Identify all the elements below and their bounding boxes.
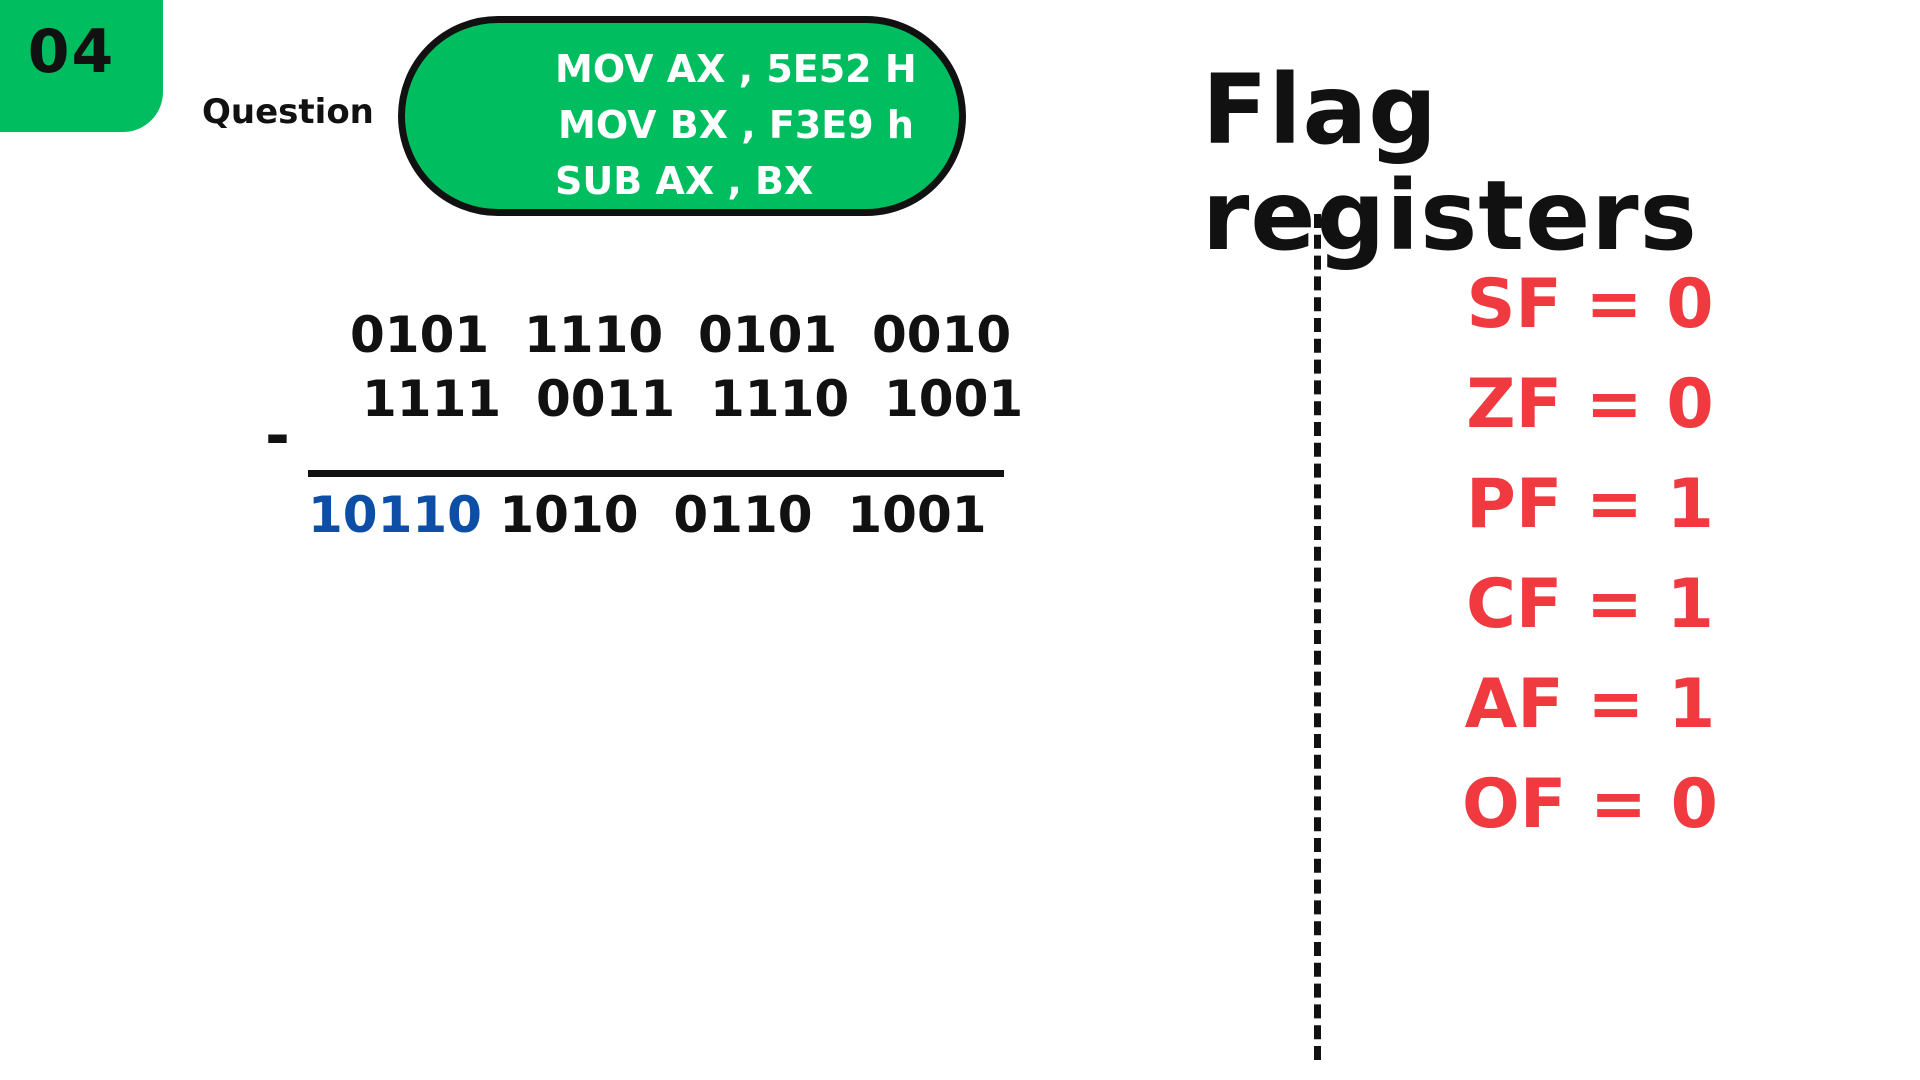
flag-list: SF = 0 ZF = 0 PF = 1 CF = 1 AF = 1 OF = … [1440,255,1740,855]
instruction-line-1: MOV AX , 5E52 H [555,47,917,91]
dashed-divider [1314,214,1321,1060]
instruction-pill: MOV AX , 5E52 H MOV BX , F3E9 h SUB AX ,… [398,16,966,216]
flag-cf: CF = 1 [1466,565,1714,644]
result-nibble: 1010 [499,486,639,544]
flag-registers-title: Flag registers [1202,54,1698,272]
subtrahend-nibble: 1111 [362,370,502,428]
flag-of: OF = 0 [1462,765,1718,844]
flag-zf: ZF = 0 [1466,365,1714,444]
flag-af: AF = 1 [1464,665,1716,744]
question-number-badge: 04 [0,0,163,132]
result-rule-line [308,470,1004,477]
subtrahend-row: 1111 0011 1110 1001 [362,374,1023,424]
question-label: Question [202,92,374,132]
result-row: 10110 1010 0110 1001 [308,490,987,540]
subtrahend-nibble: 1001 [884,370,1024,428]
result-nibble: 0110 [673,486,813,544]
subtrahend-nibble: 0011 [536,370,676,428]
flag-sf: SF = 0 [1466,265,1714,344]
instruction-line-2: MOV BX , F3E9 h [558,103,914,147]
minuend-nibble: 0101 [350,306,490,364]
minuend-nibble: 0010 [872,306,1012,364]
subtrahend-nibble: 1110 [710,370,850,428]
minus-operator: - [265,401,290,471]
result-nibble: 1001 [847,486,987,544]
question-number: 04 [27,17,116,87]
minuend-nibble: 0101 [698,306,838,364]
flag-pf: PF = 1 [1466,465,1714,544]
result-carry-nibble: 10110 [308,486,482,544]
instruction-line-3: SUB AX , BX [555,159,814,203]
minuend-nibble: 1110 [524,306,664,364]
minuend-row: 0101 1110 0101 0010 [350,310,1011,360]
